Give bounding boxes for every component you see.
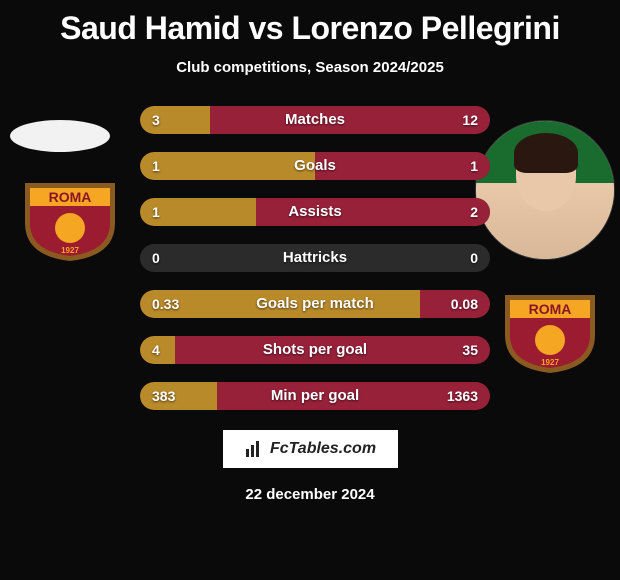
stat-row: 0.330.08Goals per match [140,290,490,318]
stat-row: 435Shots per goal [140,336,490,364]
brand-text: FcTables.com [270,440,376,458]
stat-row: 00Hattricks [140,244,490,272]
stat-label: Hattricks [140,244,490,272]
stat-label: Goals per match [140,290,490,318]
stat-label: Min per goal [140,382,490,410]
date-text: 22 december 2024 [0,486,620,503]
stat-row: 12Assists [140,198,490,226]
brand-badge: FcTables.com [223,430,398,468]
subtitle: Club competitions, Season 2024/2025 [0,59,620,76]
page-title: Saud Hamid vs Lorenzo Pellegrini [0,0,620,47]
stat-row: 3831363Min per goal [140,382,490,410]
stat-label: Matches [140,106,490,134]
stat-label: Assists [140,198,490,226]
bars-icon [244,439,264,459]
stat-bars-container: 312Matches 11Goals 12Assists 00Hattricks 0.3… [140,106,490,410]
stat-row: 312Matches [140,106,490,134]
stat-label: Goals [140,152,490,180]
stat-row: 11Goals [140,152,490,180]
stat-label: Shots per goal [140,336,490,364]
